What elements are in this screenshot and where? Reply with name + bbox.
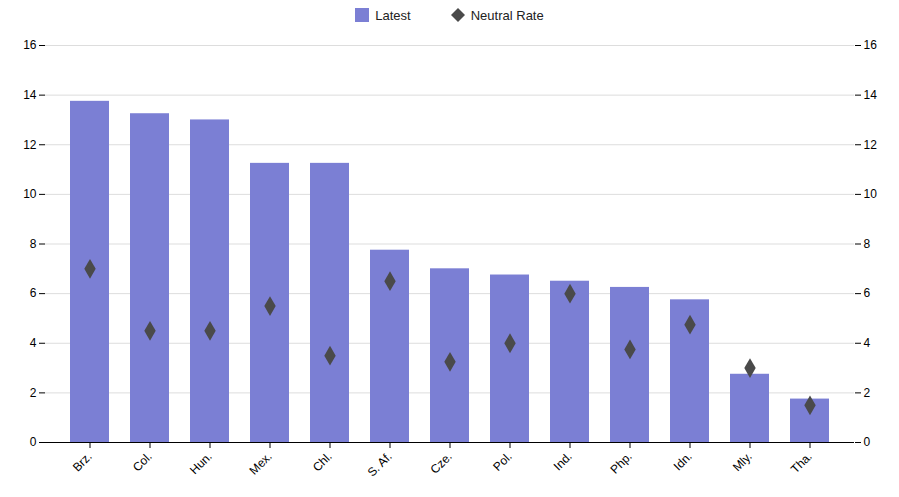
svg-text:Hun.: Hun. — [187, 449, 215, 477]
svg-text:4: 4 — [864, 336, 871, 350]
svg-text:12: 12 — [23, 138, 37, 152]
svg-text:8: 8 — [864, 237, 871, 251]
svg-text:Cze.: Cze. — [427, 449, 454, 476]
svg-text:0: 0 — [864, 435, 871, 449]
svg-text:6: 6 — [864, 286, 871, 300]
svg-text:Pol.: Pol. — [490, 449, 515, 474]
svg-text:12: 12 — [864, 138, 878, 152]
svg-text:Php.: Php. — [607, 449, 634, 476]
svg-text:Col.: Col. — [130, 449, 155, 474]
svg-text:16: 16 — [23, 38, 37, 52]
svg-text:10: 10 — [23, 187, 37, 201]
svg-text:4: 4 — [30, 336, 37, 350]
html-text:Neutral Rate: Neutral Rate — [470, 7, 544, 23]
svg-text:Idn.: Idn. — [671, 449, 695, 473]
svg-text:16: 16 — [864, 38, 878, 52]
svg-text:14: 14 — [864, 88, 878, 102]
html-text:Latest: Latest — [375, 7, 411, 23]
svg-text:Mex.: Mex. — [247, 449, 275, 477]
svg-text:6: 6 — [30, 286, 37, 300]
svg-text:Brz.: Brz. — [70, 449, 95, 474]
svg-text:Mly.: Mly. — [730, 449, 755, 474]
svg-text:2: 2 — [30, 386, 37, 400]
svg-text:Tha.: Tha. — [788, 449, 815, 476]
svg-text:14: 14 — [23, 88, 37, 102]
svg-text:8: 8 — [30, 237, 37, 251]
svg-text:Chl.: Chl. — [310, 449, 335, 474]
svg-text:2: 2 — [864, 386, 871, 400]
svg-text:10: 10 — [864, 187, 878, 201]
svg-text:Ind.: Ind. — [551, 449, 575, 473]
svg-text:S. Af.: S. Af. — [365, 449, 395, 479]
svg-text:0: 0 — [30, 435, 37, 449]
